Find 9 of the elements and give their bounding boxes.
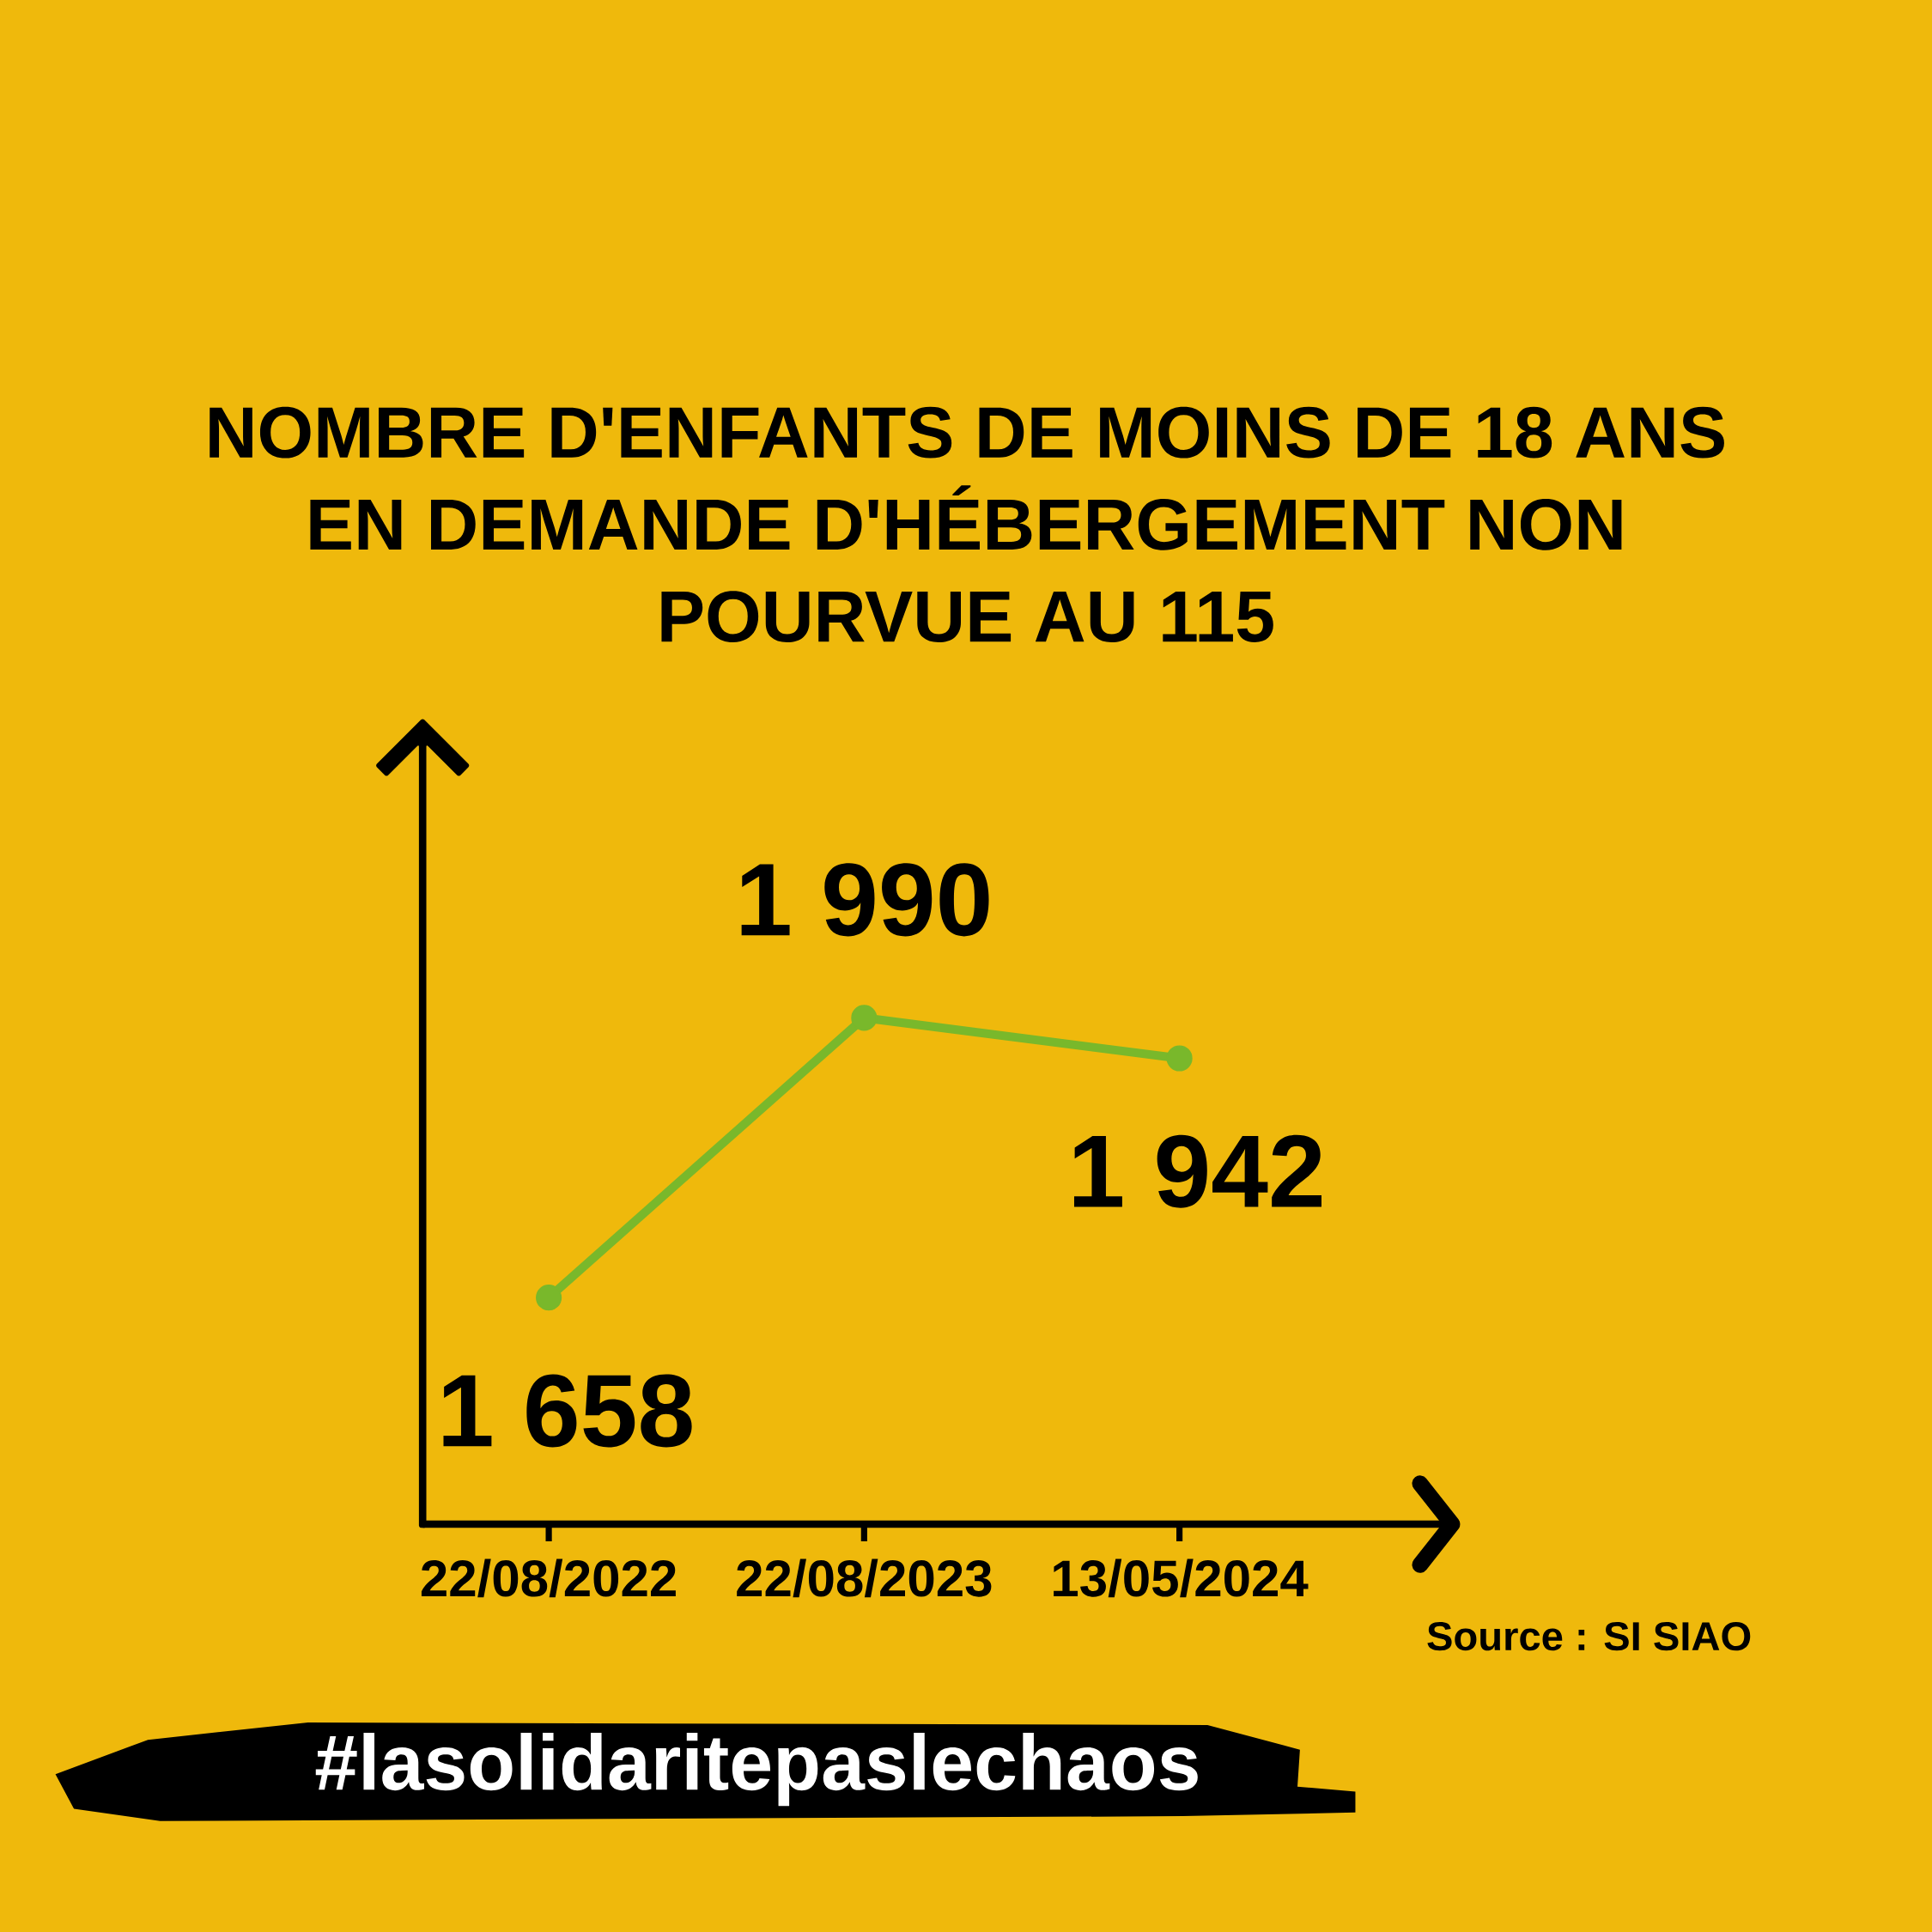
data-label: 1 942 <box>1073 1134 1321 1208</box>
chart-title: NOMBRE D'ENFANTS DE MOINS DE 18 ANS EN DEMANDE D'HÉBERGEMENT NON POURVUE AU 115 <box>210 406 1724 642</box>
data-label: 1 658 <box>443 1374 692 1448</box>
source-note: Source : SI SIAO <box>1427 1621 1751 1651</box>
x-tick-label: 22/08/2022 <box>421 1558 676 1598</box>
x-tick-label: 22/08/2023 <box>737 1558 992 1598</box>
data-label: 1 990 <box>741 863 989 937</box>
text: #lasolidaritepaslechaos <box>315 1732 1198 1807</box>
x-tick-label: 13/05/2024 <box>1054 1558 1309 1598</box>
